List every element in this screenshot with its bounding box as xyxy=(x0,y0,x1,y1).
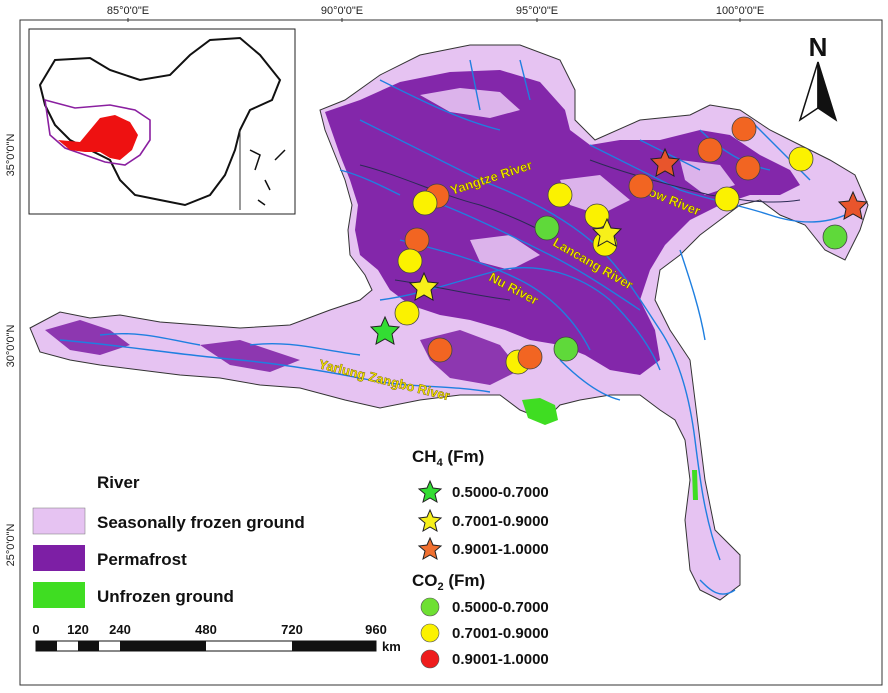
seasonal-patches xyxy=(420,88,735,270)
co2-point xyxy=(628,173,654,199)
co2-point xyxy=(397,248,423,274)
co2-point xyxy=(697,137,723,163)
inset-study-area xyxy=(58,115,138,160)
legend-co2-circle-yellow xyxy=(420,623,440,643)
co2-point xyxy=(412,190,438,216)
tick-25n: 25°0'0"N xyxy=(5,524,17,567)
ch4-point xyxy=(837,190,869,220)
scale-label-480: 480 xyxy=(195,622,217,637)
tick-90e: 90°0'0"E xyxy=(321,5,363,17)
tick-30n: 30°0'0"N xyxy=(5,325,17,368)
co2-point xyxy=(822,224,848,250)
ch4-sample-points xyxy=(369,147,869,345)
inset-plateau-outline xyxy=(44,98,151,166)
legend-swatch-permafrost xyxy=(33,545,85,571)
tick-95e: 95°0'0"E xyxy=(516,5,558,17)
legend-seasonal-label: Seasonally frozen ground xyxy=(97,513,305,532)
legend-permafrost-label: Permafrost xyxy=(97,550,187,569)
tick-35n: 35°0'0"N xyxy=(5,134,17,177)
scale-unit: km xyxy=(382,639,401,654)
left-tick-labels: 35°0'0"N 30°0'0"N 25°0'0"N xyxy=(5,134,17,567)
legend-swatch-seasonal xyxy=(32,507,86,535)
legend-ch4-range-2: 0.7001-0.9000 xyxy=(452,513,549,530)
legend-ch4-range-3: 0.9001-1.0000 xyxy=(452,541,549,558)
main-river-trunks xyxy=(359,159,801,301)
co2-point xyxy=(553,336,579,362)
co2-point xyxy=(427,337,453,363)
legend-ch4: CH4 (Fm) 0.5000-0.7000 0.7001-0.9000 0.9… xyxy=(412,447,549,561)
north-label: N xyxy=(809,32,828,62)
legend-ch4-star-red xyxy=(417,536,443,561)
legend-co2-title: CO2 (Fm) xyxy=(412,571,485,593)
ch4-point xyxy=(649,147,681,177)
ch4-point xyxy=(408,271,440,301)
inset-map xyxy=(28,28,296,215)
legend-ch4-range-1: 0.5000-0.7000 xyxy=(452,484,549,501)
tick-85e: 85°0'0"E xyxy=(107,5,149,17)
legend-ch4-title: CH4 (Fm) xyxy=(412,447,484,469)
inset-frame xyxy=(28,28,296,215)
unfrozen-ground-region xyxy=(522,398,698,500)
legend-ch4-star-yellow xyxy=(417,508,443,533)
inset-islands xyxy=(249,149,286,206)
co2-point xyxy=(404,227,430,253)
permafrost-region xyxy=(325,70,800,375)
legend-co2: CO2 (Fm) 0.5000-0.7000 0.7001-0.9000 0.9… xyxy=(412,571,549,669)
co2-sample-points xyxy=(394,116,848,375)
ch4-point xyxy=(369,315,401,345)
ch4-point xyxy=(591,217,623,247)
co2-point xyxy=(547,182,573,208)
study-area xyxy=(29,44,869,601)
legend-unfrozen-label: Unfrozen ground xyxy=(97,587,234,606)
north-arrow: N xyxy=(798,32,838,122)
scale-label-120: 120 xyxy=(67,622,89,637)
legend-co2-circle-green xyxy=(420,597,440,617)
scale-label-720: 720 xyxy=(281,622,303,637)
scale-bar: 0 120 240 480 720 960 km xyxy=(32,622,400,654)
legend-co2-range-1: 0.5000-0.7000 xyxy=(452,599,549,616)
co2-point xyxy=(517,344,543,370)
scale-label-0: 0 xyxy=(32,622,39,637)
co2-point xyxy=(534,215,560,241)
co2-point xyxy=(731,116,757,142)
scale-label-960: 960 xyxy=(365,622,387,637)
legend-river-label: River xyxy=(97,473,140,492)
legend-ch4-star-green xyxy=(417,479,443,504)
north-arrow-right xyxy=(817,61,838,122)
co2-point xyxy=(735,155,761,181)
co2-point xyxy=(394,300,420,326)
permafrost-south-region xyxy=(45,320,520,385)
legend-co2-range-2: 0.7001-0.9000 xyxy=(452,625,549,642)
legend-co2-circle-red xyxy=(420,649,440,669)
top-tick-labels: 85°0'0"E 90°0'0"E 95°0'0"E 100°0'0"E xyxy=(107,5,764,22)
co2-point xyxy=(788,146,814,172)
legend-co2-range-3: 0.9001-1.0000 xyxy=(452,651,549,668)
scale-label-240: 240 xyxy=(109,622,131,637)
tick-100e: 100°0'0"E xyxy=(716,5,764,17)
legend-left: River Seasonally frozen ground Permafros… xyxy=(22,462,392,608)
legend-swatch-unfrozen xyxy=(33,582,85,608)
co2-point xyxy=(714,186,740,212)
co2-point xyxy=(584,203,610,229)
